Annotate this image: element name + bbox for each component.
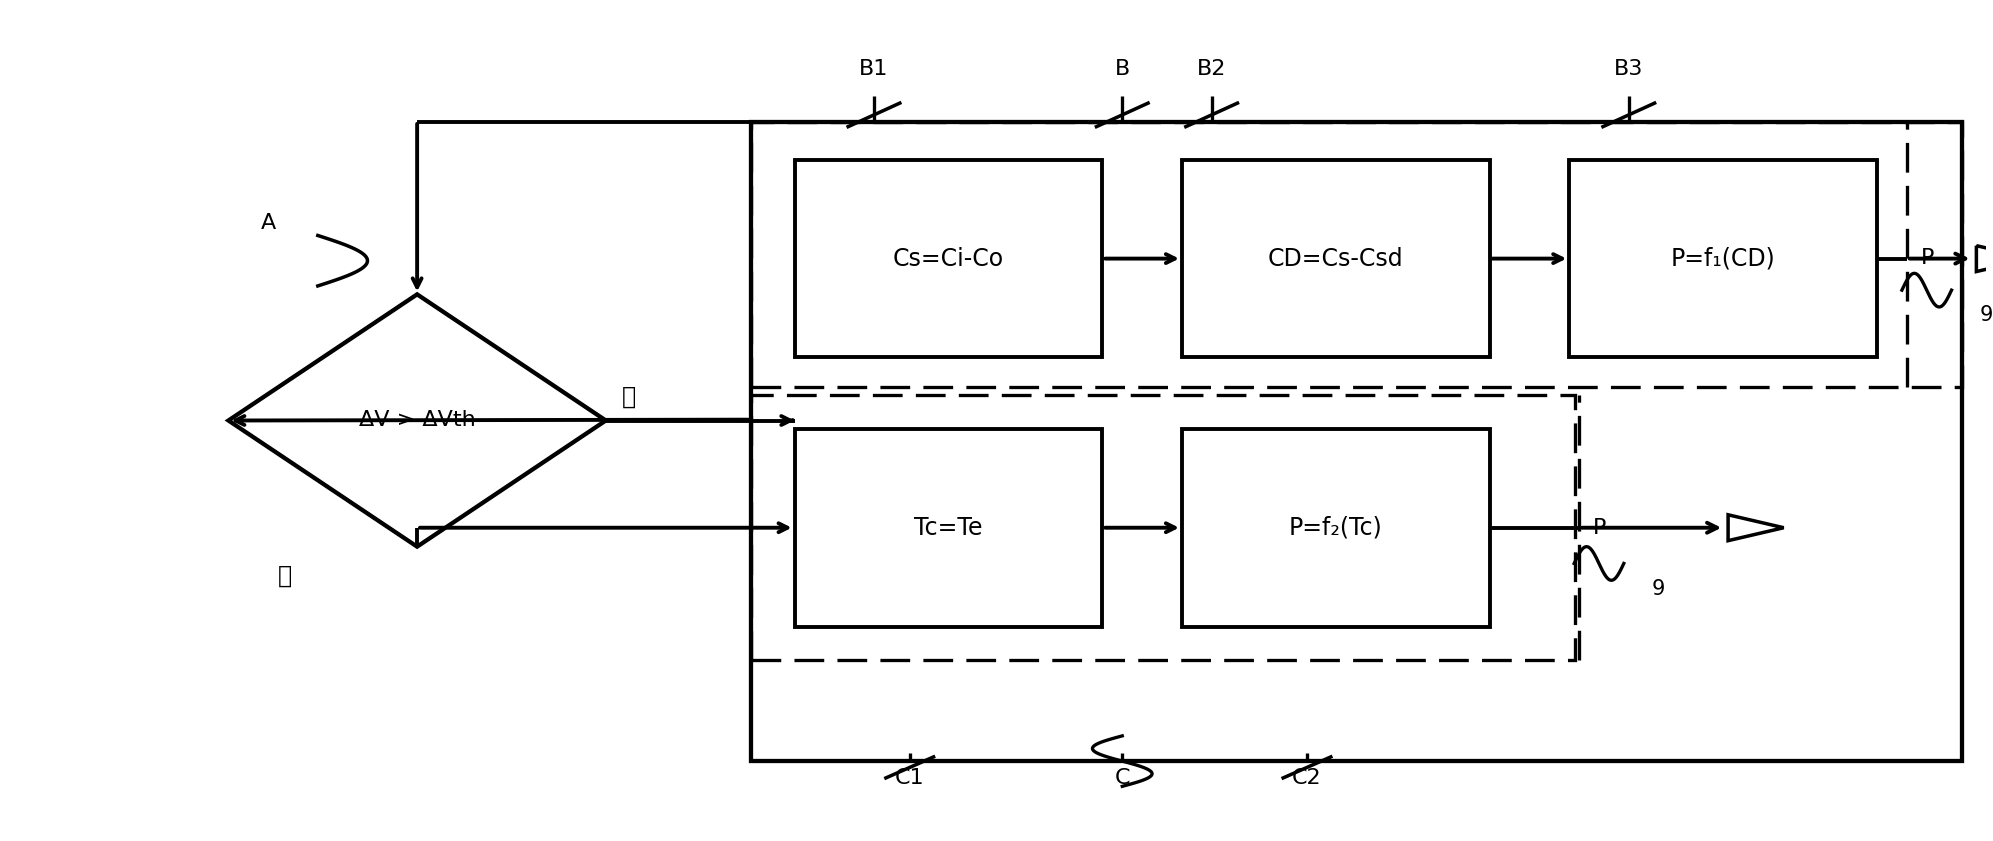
Text: P: P — [1592, 518, 1606, 538]
Bar — [1182, 160, 1489, 357]
Text: P=f₁(CD): P=f₁(CD) — [1670, 246, 1776, 271]
Text: P=f₂(Tc): P=f₂(Tc) — [1289, 516, 1383, 540]
Bar — [751, 122, 1963, 387]
Text: B3: B3 — [1614, 59, 1644, 79]
Text: 9: 9 — [1979, 305, 1993, 325]
Bar — [1568, 160, 1877, 357]
Text: ΔV > ΔVth: ΔV > ΔVth — [359, 410, 476, 431]
Text: B: B — [1114, 59, 1130, 79]
Text: C1: C1 — [895, 768, 925, 788]
Bar — [751, 122, 1963, 761]
Text: P: P — [1921, 248, 1933, 268]
Text: 9: 9 — [1652, 579, 1666, 599]
Text: 是: 是 — [279, 564, 293, 588]
Bar — [751, 395, 1574, 660]
Text: B1: B1 — [859, 59, 889, 79]
Text: Cs=Ci-Co: Cs=Ci-Co — [893, 246, 1004, 271]
Bar — [795, 160, 1102, 357]
Text: B2: B2 — [1198, 59, 1226, 79]
Text: A: A — [261, 213, 275, 233]
Text: CD=Cs-Csd: CD=Cs-Csd — [1268, 246, 1403, 271]
Bar — [1182, 429, 1489, 627]
Text: C2: C2 — [1291, 768, 1321, 788]
Bar — [795, 429, 1102, 627]
Text: Tc=Te: Tc=Te — [915, 516, 983, 540]
Text: 否: 否 — [622, 385, 636, 409]
Text: C: C — [1114, 768, 1130, 788]
